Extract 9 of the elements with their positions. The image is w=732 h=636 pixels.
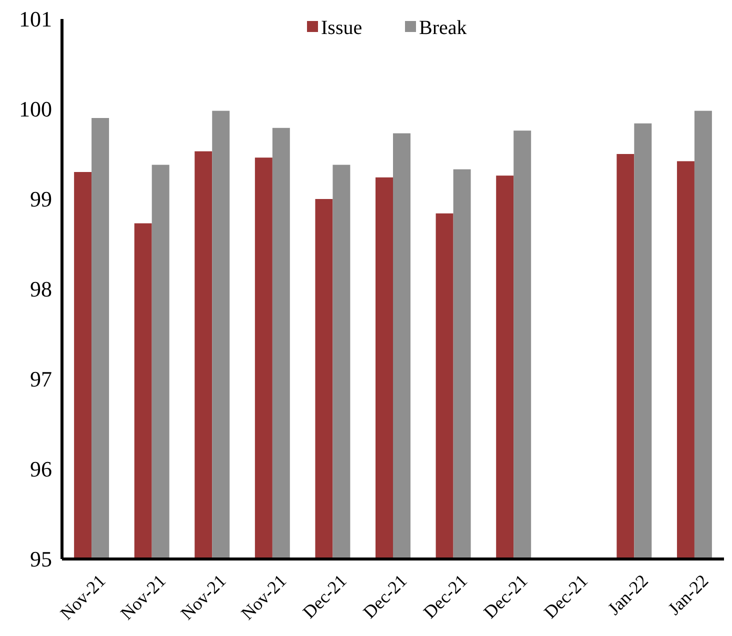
legend-label: Break [419,17,467,39]
y-tick-label: 99 [30,186,52,212]
y-tick-label: 97 [30,366,52,392]
legend-label: Issue [321,17,362,39]
y-tick-label: 100 [19,96,52,122]
y-tick-label: 101 [19,6,52,32]
y-tick-label: 95 [30,546,52,572]
y-tick-label: 98 [30,276,52,302]
y-tick-label: 96 [30,456,52,482]
